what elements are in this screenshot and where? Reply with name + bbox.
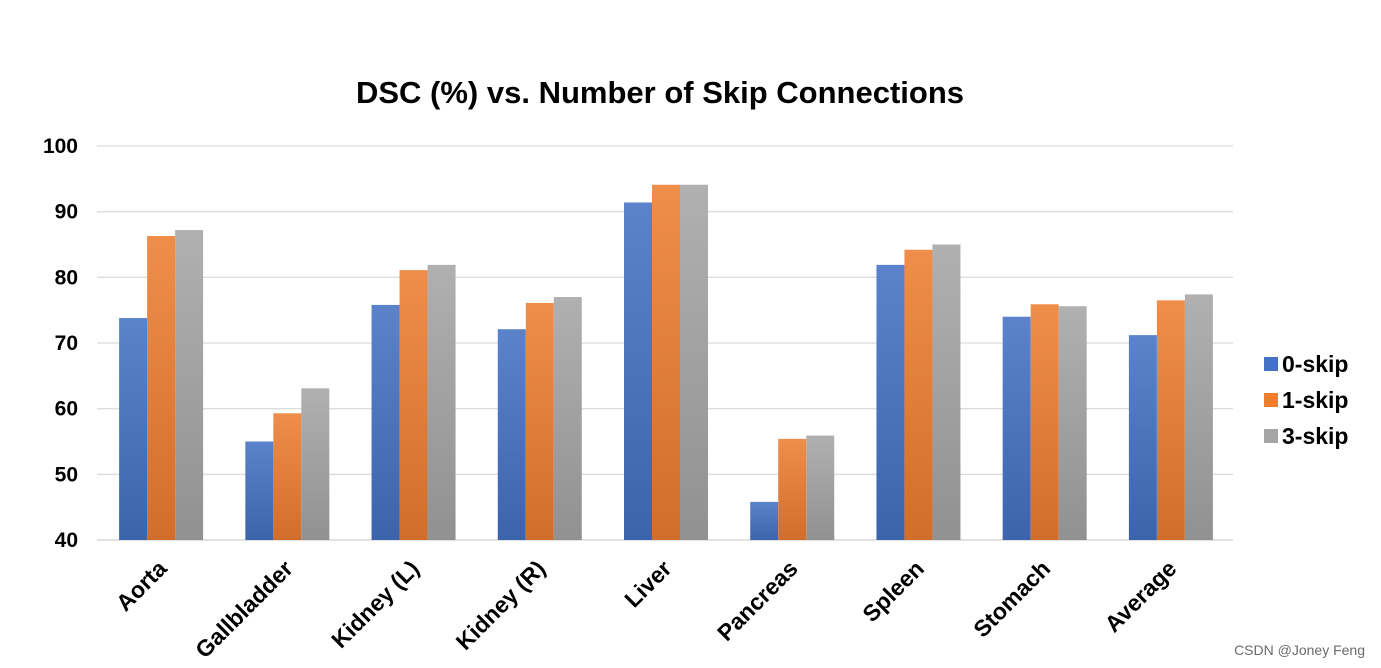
y-tick-label: 90: [55, 201, 78, 224]
bar-1-skip-4: [652, 184, 680, 540]
bar-3-skip-0: [175, 230, 204, 540]
y-tick-label: 100: [43, 135, 78, 158]
y-tick-label: 70: [55, 332, 78, 355]
bar-3-skip-5: [806, 435, 835, 540]
bar-1-skip-5: [778, 438, 807, 540]
bar-3-skip-3: [553, 297, 582, 540]
x-tick-label: Kidney (R): [451, 555, 551, 655]
legend-label-3-skip: 3-skip: [1282, 423, 1348, 449]
x-axis-ticks: Aorta Gallbladder Kidney (L) Kidney (R) Live…: [111, 555, 1182, 663]
bar-3-skip-1: [301, 388, 330, 540]
y-axis-ticks: 40 50 60 70 80 90 100: [43, 135, 78, 552]
y-tick-label: 60: [55, 398, 78, 421]
bar-1-skip-8: [1156, 300, 1185, 540]
x-tick-label: Kidney (L): [326, 555, 424, 653]
bar-1-skip-6: [904, 249, 933, 540]
bar-0-skip-2: [371, 304, 400, 540]
legend-swatch-1-skip: [1264, 393, 1278, 407]
bar-1-skip-1: [273, 413, 302, 540]
bars: [119, 184, 1213, 541]
y-tick-label: 40: [55, 529, 78, 552]
bar-3-skip-4: [680, 184, 708, 540]
bar-0-skip-3: [497, 329, 526, 540]
bar-1-skip-0: [147, 235, 176, 541]
bar-0-skip-6: [876, 264, 905, 540]
legend-swatch-3-skip: [1264, 429, 1278, 443]
legend: 0-skip 1-skip 3-skip: [1264, 351, 1348, 449]
bar-1-skip-7: [1030, 304, 1059, 540]
chart-title: DSC (%) vs. Number of Skip Connections: [356, 75, 964, 110]
legend-swatch-0-skip: [1264, 357, 1278, 371]
bar-0-skip-8: [1128, 335, 1157, 540]
x-tick-label: Stomach: [968, 555, 1055, 642]
y-tick-label: 80: [55, 266, 78, 289]
bar-3-skip-8: [1184, 294, 1213, 540]
bar-0-skip-4: [624, 202, 652, 540]
x-tick-label: Liver: [619, 555, 676, 612]
x-tick-label: Aorta: [111, 555, 172, 616]
bar-1-skip-2: [399, 270, 428, 540]
watermark: CSDN @Joney Feng: [1234, 642, 1365, 658]
bar-1-skip-3: [525, 302, 554, 540]
x-tick-label: Spleen: [857, 555, 929, 627]
x-tick-label: Pancreas: [712, 555, 803, 646]
bar-0-skip-0: [119, 318, 148, 540]
bar-3-skip-6: [932, 244, 961, 540]
legend-label-1-skip: 1-skip: [1282, 387, 1348, 413]
bar-0-skip-1: [245, 441, 274, 540]
bar-0-skip-7: [1002, 316, 1031, 540]
bar-3-skip-2: [427, 264, 456, 540]
legend-label-0-skip: 0-skip: [1282, 351, 1348, 377]
bar-3-skip-7: [1058, 306, 1087, 540]
y-tick-label: 50: [55, 463, 78, 486]
x-tick-label: Average: [1099, 555, 1181, 637]
bar-0-skip-5: [750, 501, 779, 540]
x-tick-label: Gallbladder: [190, 555, 298, 663]
